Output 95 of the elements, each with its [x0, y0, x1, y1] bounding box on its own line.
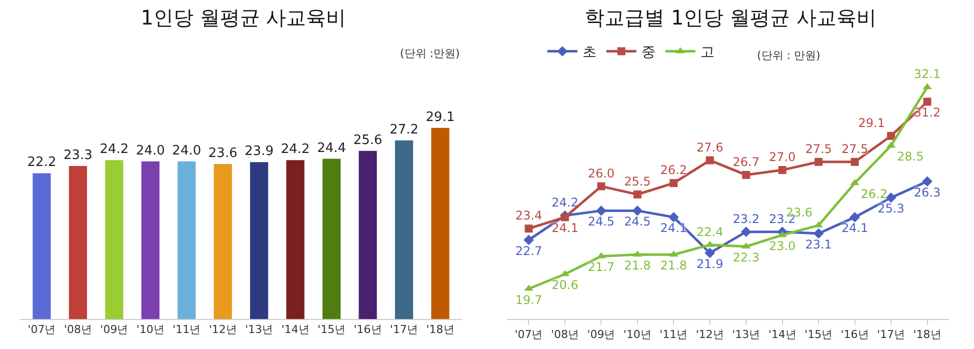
- data-label: 22.7: [515, 244, 542, 258]
- x-tick-label: '09년: [100, 323, 128, 336]
- data-label: 24.2: [280, 142, 310, 158]
- point: [922, 176, 932, 187]
- data-label: 20.6: [552, 278, 578, 292]
- data-label: 23.3: [63, 148, 92, 164]
- point: [778, 166, 786, 174]
- point: [633, 190, 642, 198]
- x-tick-label: '08년: [64, 323, 92, 336]
- data-label: 24.1: [552, 221, 578, 236]
- x-tick-label: '07년: [514, 328, 543, 342]
- data-label: 24.4: [317, 140, 346, 156]
- x-tick-label: '15년: [318, 323, 346, 336]
- data-label: 23.2: [732, 212, 760, 226]
- point: [923, 98, 932, 106]
- x-tick-label: '13년: [732, 328, 760, 342]
- data-label: 24.5: [588, 214, 615, 229]
- point: [850, 212, 860, 222]
- point: [887, 132, 896, 140]
- chart-title: 1인당 월평균 사교육비: [140, 5, 346, 30]
- data-label: 22.3: [732, 250, 760, 264]
- data-label: 27.5: [841, 142, 868, 156]
- data-label: 26.2: [660, 163, 688, 178]
- x-tick-label: '18년: [913, 328, 942, 342]
- x-tick-label: '18년: [426, 323, 454, 336]
- point: [670, 179, 678, 188]
- point: [814, 158, 823, 166]
- chart-title: 학교급별 1인당 월평균 사교육비: [584, 5, 876, 30]
- x-tick-label: '12년: [696, 328, 724, 342]
- data-label: 27.5: [805, 142, 832, 156]
- legend-label: 고: [700, 44, 714, 61]
- point: [813, 228, 824, 239]
- data-label: 25.3: [878, 202, 904, 216]
- x-tick-label: '11년: [660, 328, 688, 342]
- point: [560, 213, 569, 222]
- data-label: 26.0: [588, 166, 615, 180]
- data-label: 26.7: [732, 154, 760, 169]
- point: [850, 158, 859, 166]
- x-tick-label: '07년: [28, 323, 56, 336]
- x-tick-label: '14년: [768, 328, 796, 342]
- x-tick-label: '08년: [550, 328, 579, 342]
- point: [597, 182, 606, 190]
- data-label: 32.1: [914, 67, 941, 82]
- point: [704, 248, 716, 258]
- data-label: 24.0: [136, 143, 165, 158]
- data-label: 23.0: [768, 239, 796, 254]
- data-label: 24.2: [552, 196, 578, 210]
- point: [742, 170, 750, 179]
- legend-label: 초: [582, 44, 596, 61]
- point: [706, 156, 714, 164]
- data-label: 31.2: [914, 106, 941, 120]
- data-label: 19.7: [515, 292, 542, 307]
- data-label: 23.1: [805, 237, 832, 252]
- data-label: 24.2: [100, 142, 129, 158]
- data-label: 23.6: [208, 146, 238, 162]
- data-label: 27.0: [768, 150, 796, 164]
- data-label: 24.1: [841, 221, 868, 236]
- x-tick-label: '09년: [587, 328, 616, 342]
- text: (단위 :만원): [400, 47, 460, 60]
- data-label: 26.2: [860, 187, 888, 202]
- point: [740, 226, 752, 238]
- x-tick-label: '11년: [172, 323, 201, 336]
- data-label: 23.9: [244, 144, 274, 160]
- data-label: 22.4: [696, 224, 724, 239]
- data-label: 23.4: [515, 208, 542, 223]
- data-label: 22.2: [27, 155, 56, 170]
- x-tick-label: '17년: [390, 323, 418, 336]
- data-label: 25.5: [624, 174, 651, 188]
- text: (단위 : 만원): [757, 49, 820, 62]
- x-tick-label: '15년: [804, 328, 833, 342]
- legend-label: 중: [641, 44, 656, 61]
- x-tick-label: '10년: [623, 328, 652, 342]
- data-label: 24.5: [624, 214, 651, 229]
- x-tick-label: '10년: [136, 323, 164, 336]
- x-tick-label: '17년: [877, 328, 906, 342]
- data-label: 25.6: [353, 132, 382, 148]
- point: [524, 224, 533, 233]
- point: [668, 212, 679, 222]
- x-tick-label: '16년: [840, 328, 869, 342]
- data-label: 27.6: [696, 140, 724, 154]
- data-label: 21.7: [588, 260, 615, 274]
- data-label: 29.1: [426, 110, 455, 125]
- x-tick-label: '12년: [208, 323, 237, 336]
- point: [596, 205, 606, 216]
- data-label: 27.2: [390, 122, 419, 138]
- data-label: 28.5: [897, 150, 924, 164]
- data-label: 29.1: [858, 116, 886, 130]
- data-label: 26.3: [914, 185, 941, 200]
- data-label: 21.8: [660, 258, 688, 273]
- data-label: 21.9: [696, 256, 724, 271]
- data-label: 24.0: [172, 143, 202, 158]
- x-tick-label: '16년: [354, 323, 382, 336]
- x-tick-label: '13년: [245, 323, 274, 336]
- x-tick-label: '14년: [281, 323, 310, 336]
- data-label: 21.8: [624, 258, 651, 273]
